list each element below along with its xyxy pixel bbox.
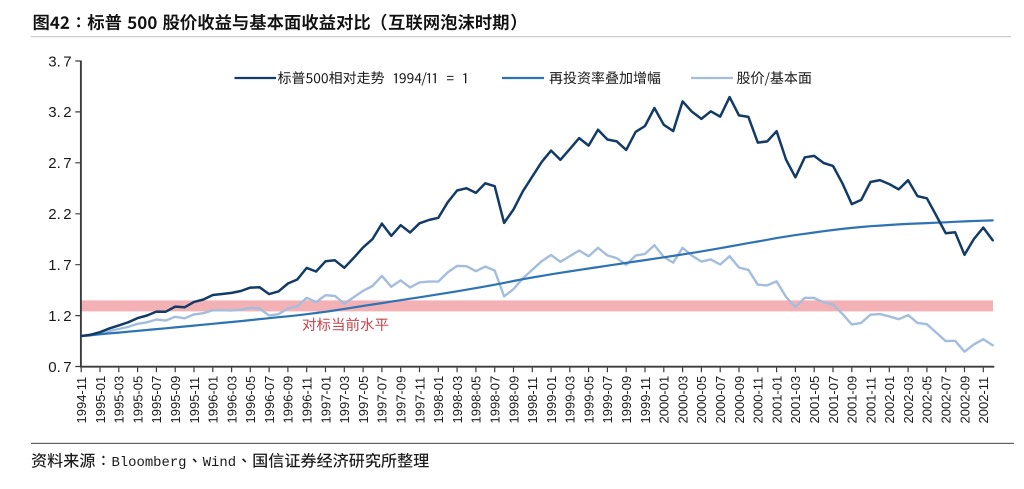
- svg-text:1999-03: 1999-03: [563, 376, 578, 424]
- svg-text:0.: 0.: [48, 359, 61, 376]
- svg-text:1998-09: 1998-09: [506, 376, 521, 424]
- svg-text:1997-05: 1997-05: [356, 376, 371, 424]
- svg-text:1998-01: 1998-01: [431, 376, 446, 424]
- svg-text:1.: 1.: [48, 257, 61, 274]
- svg-text:1996-05: 1996-05: [243, 376, 258, 424]
- svg-text:1999-07: 1999-07: [600, 376, 615, 424]
- svg-text:1999-05: 1999-05: [581, 376, 596, 424]
- svg-text:2002-07: 2002-07: [939, 376, 954, 424]
- svg-text:2000-07: 2000-07: [713, 376, 728, 424]
- svg-text:2000-05: 2000-05: [694, 376, 709, 424]
- svg-text:1995-11: 1995-11: [187, 377, 202, 424]
- svg-text:7: 7: [63, 155, 71, 172]
- svg-text:2001-11: 2001-11: [863, 377, 878, 424]
- svg-text:2002-05: 2002-05: [920, 376, 935, 424]
- svg-text:1995-01: 1995-01: [93, 376, 108, 424]
- svg-text:2002-09: 2002-09: [957, 376, 972, 424]
- svg-text:2001-09: 2001-09: [845, 376, 860, 424]
- svg-text:1995-09: 1995-09: [168, 376, 183, 424]
- svg-text:1999-09: 1999-09: [619, 376, 634, 424]
- svg-text:2: 2: [63, 308, 71, 325]
- svg-text:2000-03: 2000-03: [675, 376, 690, 424]
- svg-text:1996-03: 1996-03: [224, 376, 239, 424]
- svg-text:1997-01: 1997-01: [318, 376, 333, 424]
- svg-text:2000-01: 2000-01: [657, 376, 672, 424]
- svg-text:2000-11: 2000-11: [751, 377, 766, 424]
- svg-text:1997-03: 1997-03: [337, 376, 352, 424]
- svg-text:2: 2: [63, 206, 71, 223]
- svg-text:2.: 2.: [48, 155, 61, 172]
- svg-text:1995-03: 1995-03: [112, 376, 127, 424]
- svg-text:1996-01: 1996-01: [206, 376, 221, 424]
- svg-text:1997-07: 1997-07: [375, 376, 390, 424]
- svg-text:2002-11: 2002-11: [976, 377, 991, 424]
- svg-text:1995-07: 1995-07: [149, 376, 164, 424]
- svg-text:7: 7: [63, 53, 71, 70]
- svg-text:2002-01: 2002-01: [882, 376, 897, 424]
- svg-text:Wind: Wind: [203, 455, 236, 471]
- svg-text:2.: 2.: [48, 206, 61, 223]
- svg-text:1994-11: 1994-11: [74, 377, 89, 424]
- svg-text:1997-11: 1997-11: [412, 377, 427, 424]
- svg-text:2000-09: 2000-09: [732, 376, 747, 424]
- svg-text:1997-09: 1997-09: [394, 376, 409, 424]
- svg-text:1.: 1.: [48, 308, 61, 325]
- svg-text:1996-11: 1996-11: [300, 377, 315, 424]
- svg-text:1996-09: 1996-09: [281, 376, 296, 424]
- svg-text:2: 2: [63, 104, 71, 121]
- svg-text:1998-03: 1998-03: [450, 376, 465, 424]
- svg-text:1998-11: 1998-11: [525, 377, 540, 424]
- svg-text:1999-01: 1999-01: [544, 376, 559, 424]
- svg-text:2002-03: 2002-03: [901, 376, 916, 424]
- svg-text:1995-05: 1995-05: [130, 376, 145, 424]
- svg-text:7: 7: [63, 359, 71, 376]
- svg-text:1998-07: 1998-07: [488, 376, 503, 424]
- svg-text:3.: 3.: [48, 104, 61, 121]
- svg-text:7: 7: [63, 257, 71, 274]
- svg-text:2001-03: 2001-03: [788, 376, 803, 424]
- svg-text:2001-01: 2001-01: [769, 376, 784, 424]
- svg-text:2001-07: 2001-07: [826, 376, 841, 424]
- svg-text:Bloomberg: Bloomberg: [112, 455, 187, 471]
- svg-text:2001-05: 2001-05: [807, 376, 822, 424]
- svg-text:1996-07: 1996-07: [262, 376, 277, 424]
- svg-text:3.: 3.: [48, 53, 61, 70]
- svg-text:1998-05: 1998-05: [469, 376, 484, 424]
- svg-text:1999-11: 1999-11: [638, 377, 653, 424]
